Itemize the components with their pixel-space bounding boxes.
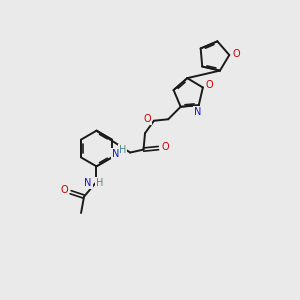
Text: O: O [144, 114, 151, 124]
Text: O: O [60, 185, 68, 195]
Text: N: N [112, 149, 119, 159]
Text: O: O [232, 49, 240, 58]
Text: O: O [161, 142, 169, 152]
Text: N: N [85, 178, 92, 188]
Text: O: O [206, 80, 213, 90]
Text: N: N [194, 107, 201, 117]
Text: H: H [119, 145, 126, 154]
Text: H: H [96, 178, 103, 188]
